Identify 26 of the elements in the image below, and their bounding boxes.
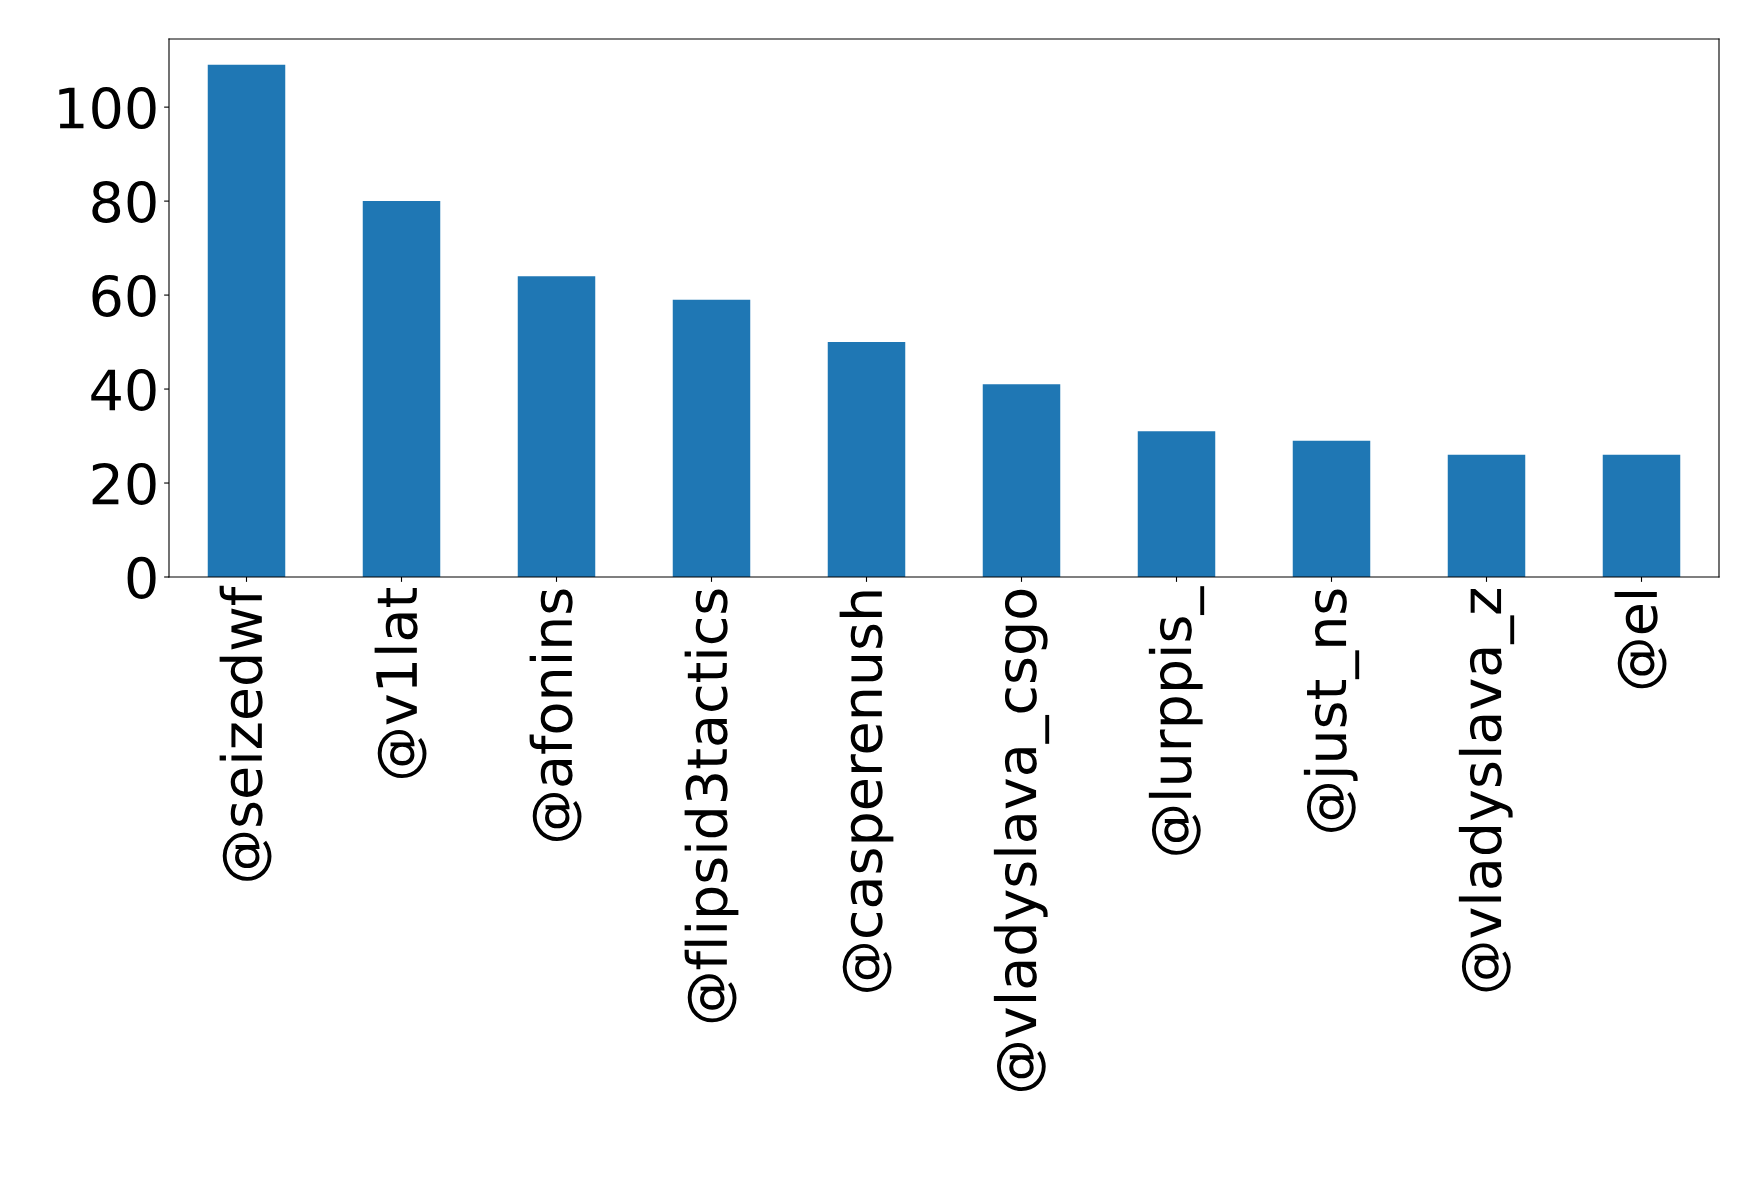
bar <box>1137 431 1216 577</box>
bar <box>207 64 286 577</box>
y-tick-label: 60 <box>92 274 156 317</box>
x-tick-label: @vladyslava_csgo <box>993 589 1050 1091</box>
bar <box>517 276 596 577</box>
y-tick-label: 20 <box>92 462 156 505</box>
x-tick-label: @casperenush <box>839 591 894 992</box>
x-tick-label: @seizedwf <box>219 585 272 881</box>
bar <box>1447 454 1526 577</box>
bar <box>827 342 906 577</box>
bar <box>982 384 1061 577</box>
x-tick-label: @flipsid3tactics <box>684 589 739 1023</box>
x-tick-label: @v1lat <box>374 588 427 779</box>
x-tick-label: @lurppis_ <box>1148 586 1205 855</box>
bar <box>1602 454 1681 577</box>
x-tick-label: @el <box>1614 591 1667 689</box>
y-tick-label: 80 <box>92 180 156 223</box>
y-tick-label: 0 <box>127 556 156 599</box>
y-tick-label: 100 <box>59 87 156 130</box>
x-tick-label: @just_ns <box>1303 589 1360 832</box>
x-tick-label: @vladyslava_z <box>1458 589 1515 992</box>
bar <box>1292 440 1371 577</box>
bar <box>672 299 751 577</box>
x-tick-label: @afonins <box>529 589 582 841</box>
bar <box>362 201 441 577</box>
y-tick-label: 40 <box>91 368 156 411</box>
